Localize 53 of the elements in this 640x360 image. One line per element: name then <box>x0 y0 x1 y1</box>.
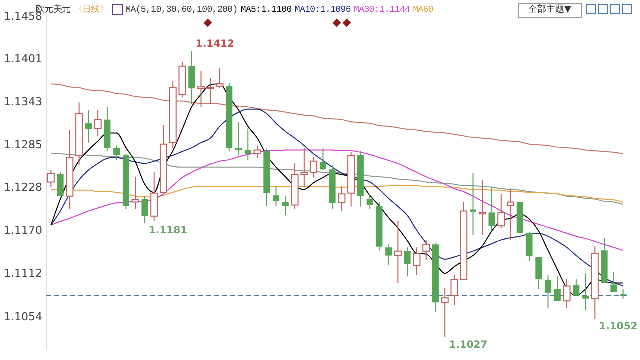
candlestick <box>273 186 280 207</box>
annotation: 1.1027 <box>449 340 488 352</box>
candlestick <box>582 273 590 312</box>
candlestick <box>226 82 233 152</box>
candlestick <box>386 244 392 266</box>
candlestick <box>122 153 130 210</box>
y-tick-label: 1.1054 <box>4 310 42 324</box>
y-tick-label: 1.1170 <box>4 224 42 238</box>
line-series <box>50 150 624 252</box>
candlestick <box>264 148 270 207</box>
line-series <box>50 84 624 154</box>
candlestick <box>282 196 289 216</box>
candlestick <box>188 50 196 105</box>
text: MA60 <box>413 4 434 14</box>
text: MA5:1.1100 <box>240 4 292 14</box>
candlestick <box>357 150 364 208</box>
candlestick <box>601 237 608 284</box>
candlestick <box>545 274 552 310</box>
candlestick <box>432 242 439 313</box>
line-series <box>50 153 624 206</box>
y-tick-label: 1.1401 <box>4 52 42 66</box>
candlestick <box>244 128 252 162</box>
candlestick <box>404 247 411 278</box>
candlestick <box>366 194 374 210</box>
annotation: 1.1181 <box>148 226 188 237</box>
candlestick <box>104 106 111 152</box>
candlestick <box>573 279 580 296</box>
line-series <box>50 108 624 287</box>
candlestick <box>142 196 148 224</box>
y-tick-label: 1.1343 <box>4 96 42 109</box>
candlestick <box>488 186 496 232</box>
theme-dropdown[interactable]: 全部主题▼ <box>518 3 582 18</box>
candlestick <box>470 172 476 236</box>
chart-subtitle: 〈日线〉 <box>74 4 109 16</box>
text: MA10:1.1096 <box>294 4 351 14</box>
y-tick-label: 1.1112 <box>4 267 42 280</box>
candlestick <box>620 288 627 300</box>
candlestick <box>329 164 336 210</box>
candlestick <box>554 276 561 302</box>
annotation: MA(5,10,30,60,100,200) <box>126 4 238 14</box>
candlestick <box>320 148 326 170</box>
candlestick <box>610 272 618 292</box>
candlestick <box>236 122 242 156</box>
annotation: 1.1412 <box>196 39 234 50</box>
y-tick-label: 1.1285 <box>4 138 42 152</box>
annotation: 1.1052 <box>599 322 638 333</box>
candlestick <box>526 232 533 262</box>
y-tick-label: 1.1228 <box>4 181 42 194</box>
candlestick <box>57 172 64 196</box>
candlestick <box>85 110 92 144</box>
candlestick <box>114 145 120 162</box>
text: MA30:1.1144 <box>354 4 410 14</box>
candlestick <box>376 202 383 252</box>
